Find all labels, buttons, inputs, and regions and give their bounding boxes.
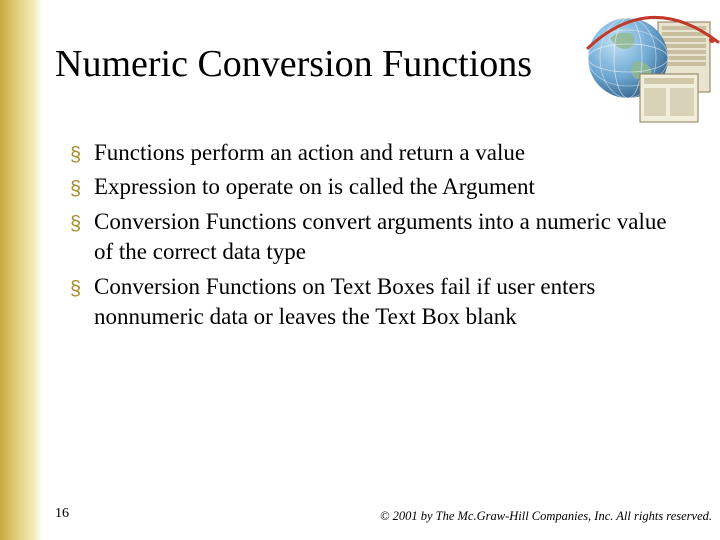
bullet-item: § Conversion Functions on Text Boxes fai… [70,272,670,333]
bullet-marker-icon: § [70,172,94,202]
bullet-item: § Functions perform an action and return… [70,138,670,168]
bullet-item: § Expression to operate on is called the… [70,172,670,202]
page-number: 16 [55,506,69,522]
copyright-text: © 2001 by The Mc.Graw-Hill Companies, In… [380,509,712,524]
bullet-marker-icon: § [70,207,94,237]
bullet-item: § Conversion Functions convert arguments… [70,207,670,268]
bullet-marker-icon: § [70,138,94,168]
slide-title: Numeric Conversion Functions [55,42,532,86]
bullet-text: Expression to operate on is called the A… [94,172,670,202]
bullet-text: Functions perform an action and return a… [94,138,670,168]
bullet-text: Conversion Functions convert arguments i… [94,207,670,268]
bullet-list: § Functions perform an action and return… [70,138,670,336]
bullet-text: Conversion Functions on Text Boxes fail … [94,272,670,333]
gold-sidebar [0,0,42,540]
bullet-marker-icon: § [70,272,94,302]
corner-decorative-graphic [580,0,720,130]
